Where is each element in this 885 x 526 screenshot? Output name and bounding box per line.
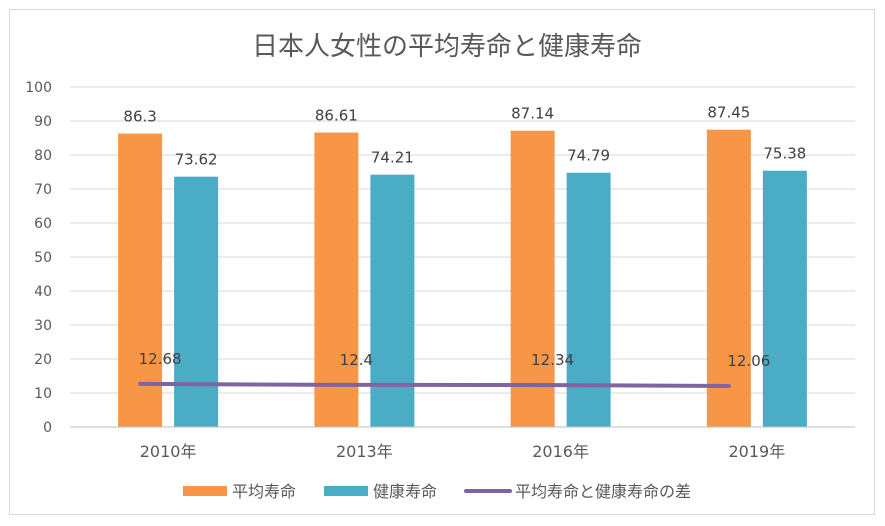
chart-title: 日本人女性の平均寿命と健康寿命 [252,32,642,62]
x-axis: 2010年 2013年 2016年 2019年 [70,426,855,461]
data-labels: 86.3 73.62 86.61 74.21 87.14 74.79 87.45 75.38 1… [123,104,806,370]
line-data-label: 12.06 [727,352,770,370]
y-tick-label: 60 [34,216,52,232]
bar-healthy-life [174,176,219,427]
y-tick-label: 70 [34,182,52,198]
line-data-label: 12.68 [139,350,182,368]
y-tick-label: 20 [34,352,52,368]
bar-average-life [314,132,359,427]
bar-healthy-life [762,170,807,427]
bar-healthy-life [566,172,611,427]
bar-data-label: 74.79 [567,147,610,165]
bar-healthy-life [370,174,415,427]
x-tick-label: 2010年 [140,442,197,461]
bar-data-label: 87.45 [707,104,750,122]
y-tick-label: 30 [34,318,52,334]
line-data-label: 12.4 [340,351,373,369]
bar-data-label: 73.62 [175,151,218,169]
bar-data-label: 86.3 [123,108,156,126]
difference-series-line [138,381,731,388]
bar-data-label: 87.14 [511,105,554,123]
bar-average-life [510,130,555,427]
y-tick-label: 0 [43,420,52,436]
bar-data-label: 74.21 [371,149,414,167]
y-tick-label: 10 [34,386,52,402]
legend: 平均寿命 健康寿命 平均寿命と健康寿命の差 [183,482,691,501]
difference-line [138,381,731,388]
y-axis: 0 10 20 30 40 50 60 70 80 90 100 [25,80,52,436]
y-tick-label: 50 [34,250,52,266]
x-tick-label: 2013年 [336,442,393,461]
legend-label: 平均寿命 [232,482,296,501]
line-data-label: 12.34 [531,351,574,369]
x-tick-label: 2016年 [532,442,589,461]
legend-label: 平均寿命と健康寿命の差 [515,482,691,501]
bar-data-label: 86.61 [315,107,358,125]
bars [118,129,807,428]
bar-data-label: 75.38 [763,145,806,163]
y-tick-label: 80 [34,148,52,164]
y-tick-label: 90 [34,114,52,130]
bar-average-life [118,133,163,427]
x-tick-label: 2019年 [729,442,786,461]
legend-swatch [183,486,227,496]
bar-average-life [706,129,751,428]
y-tick-label: 100 [25,80,52,96]
legend-swatch [324,486,368,496]
legend-label: 健康寿命 [373,482,437,501]
y-tick-label: 40 [34,284,52,300]
